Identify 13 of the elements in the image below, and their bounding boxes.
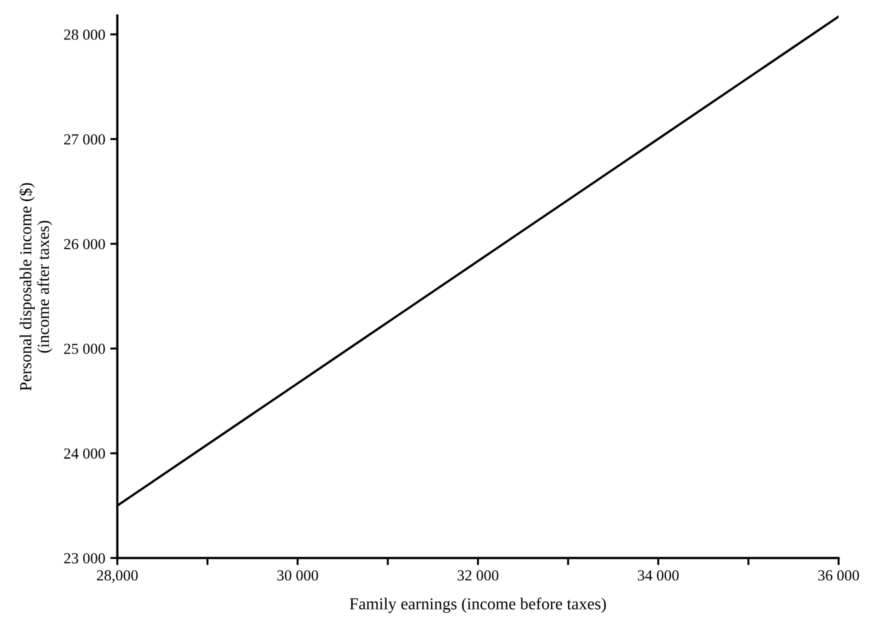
y-tick-label: 27 000: [64, 134, 105, 145]
x-tick-label: 32 000: [458, 570, 498, 581]
x-tick-label: 36 000: [818, 570, 860, 581]
x-tick-label: 28,000: [96, 570, 138, 583]
y-tick-label: 26 000: [64, 238, 105, 250]
y-tick-label: 23 000: [64, 553, 105, 564]
x-axis-title: Family earnings (income before taxes): [350, 598, 606, 613]
y-tick-label: 25 000: [64, 344, 105, 354]
y-tick-label: 24 000: [64, 448, 105, 459]
y-tick-label: 28 000: [64, 29, 105, 40]
x-tick-label: 30 000: [277, 570, 318, 581]
y-axis-title: Personal disposable income ($) (income after taxes): [19, 183, 52, 391]
x-tick-label: 34 000: [638, 570, 679, 581]
